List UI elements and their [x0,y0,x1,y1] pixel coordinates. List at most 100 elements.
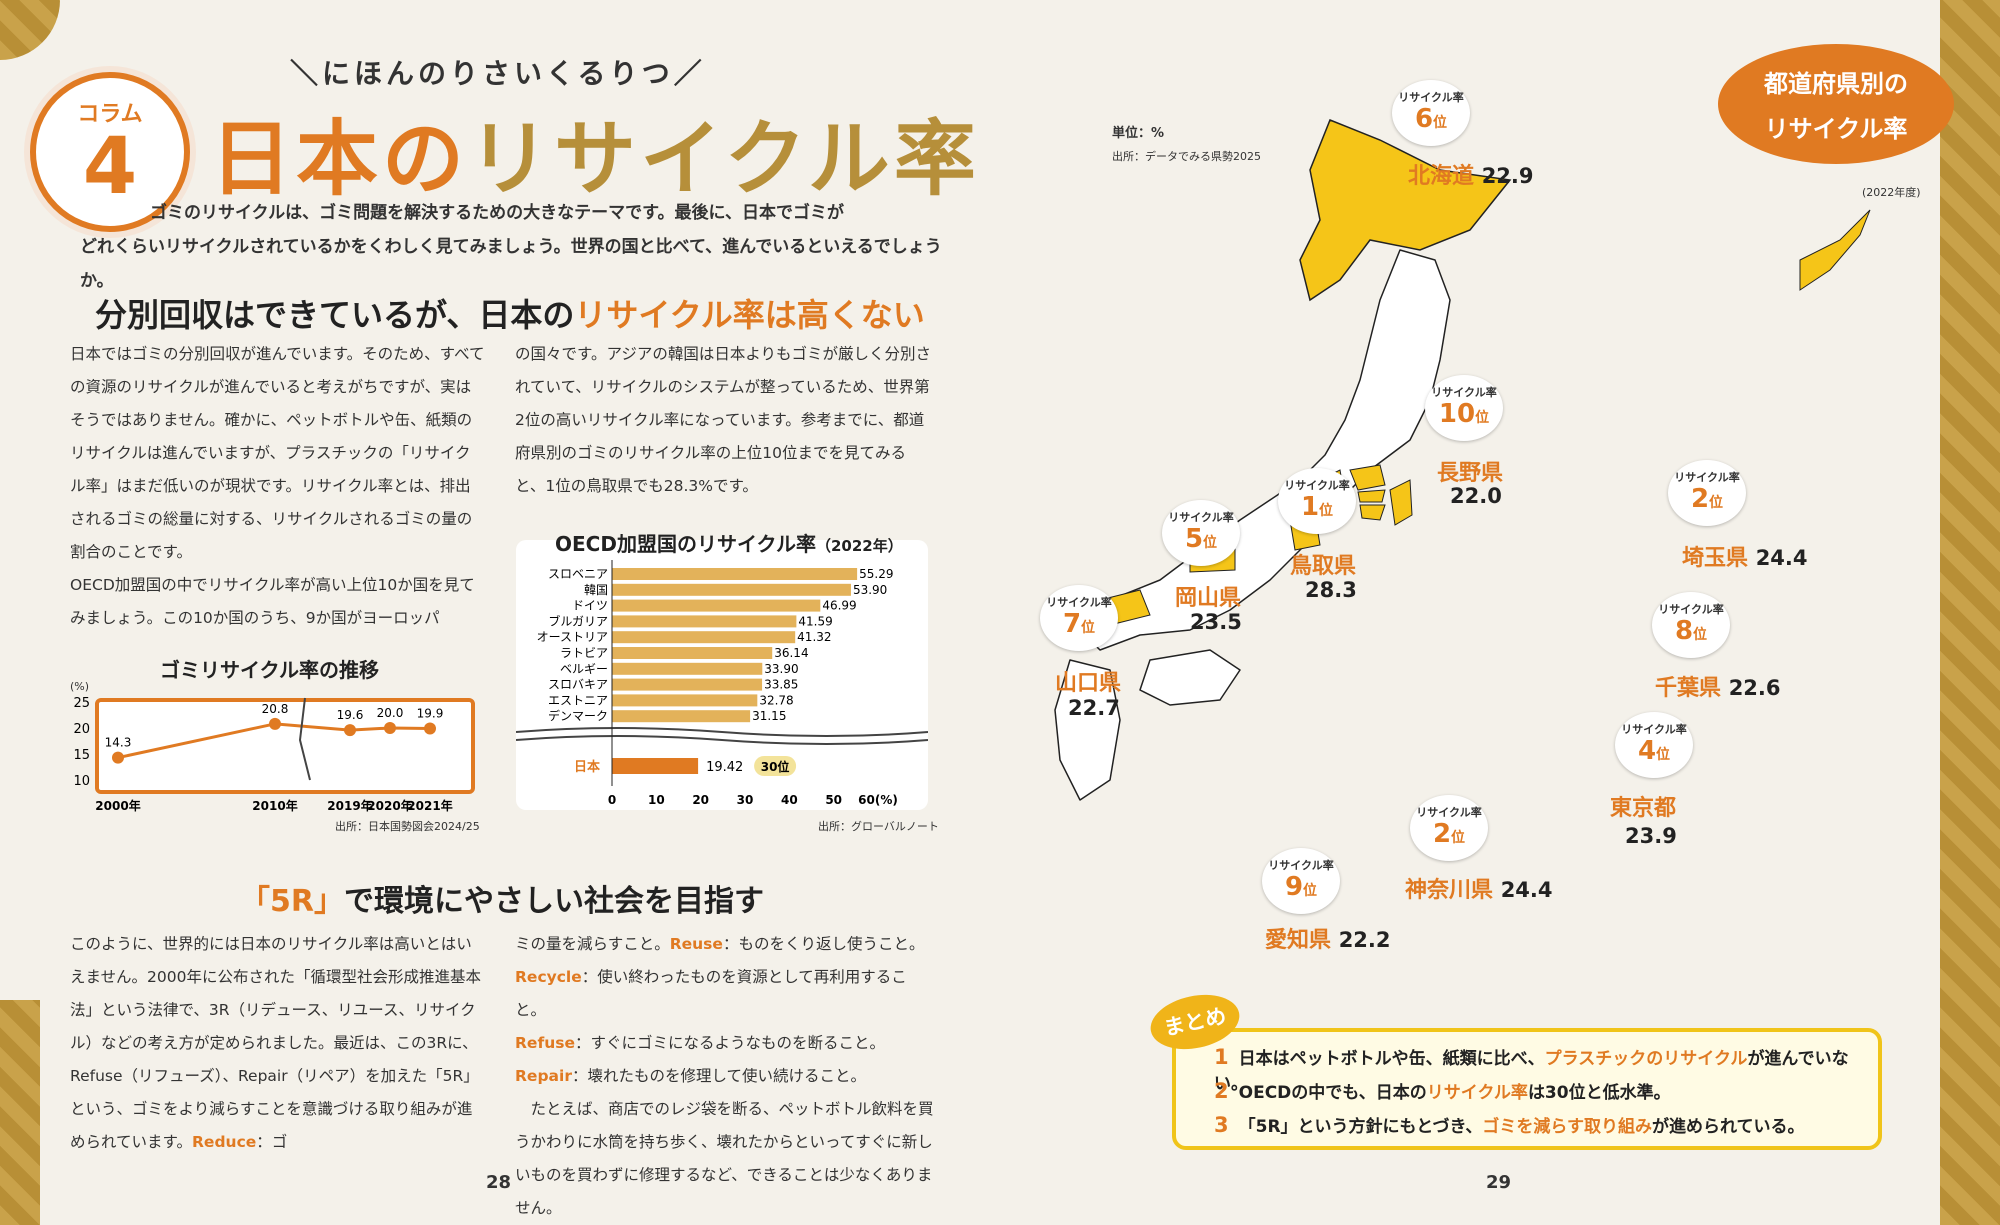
page-number: 29 [1486,1172,1512,1193]
bar-category-label: ベルギー [560,662,608,676]
pref-value-yamaguchi: 22.7 [1068,696,1120,720]
line-point [269,717,281,730]
rank-callout-nagano: リサイクル率 10位 [1425,375,1503,441]
intro-line: どれくらいリサイクルされているかをくわしく見てみましょう。世界の国と比べて、進ん… [80,237,942,291]
title-kicker: ＼にほんのりさいくるりつ／ [290,57,706,90]
axis-break [516,727,928,737]
rank-callout-saitama: リサイクル率 2位 [1668,460,1746,526]
rank-callout-okayama: リサイクル率 5位 [1162,500,1240,566]
bar-category-label: エストニア [548,693,608,707]
summary-text: が進められている。 [1652,1117,1805,1137]
rank-label: リサイクル率 [1046,596,1112,609]
rank-label: リサイクル率 [1674,471,1740,484]
bar-value-label: 32.78 [759,693,793,707]
section2-heading-rest: で環境にやさしい社会を目指す [343,884,764,919]
rank-suffix: 位 [1451,830,1466,846]
summary-row: 2 OECDの中でも、日本のリサイクル率は30位と低水準。 [1214,1078,1671,1103]
term-recycle: Recycle [515,968,582,986]
line-value-label: 20.0 [377,706,404,720]
left-page: コラム 4 ＼にほんのりさいくるりつ／ 日本のリサイクル率 ゴミのリサイクルは、… [0,0,980,1225]
line-y-tick: 20 [73,722,90,737]
bar-value-label: 41.32 [797,630,831,644]
rank-callout-chiba: リサイクル率 8位 [1652,592,1730,658]
rank-number: 5 [1184,524,1204,554]
rank-suffix: 位 [1433,115,1448,131]
term-refuse: Refuse [515,1034,575,1052]
pref-label-tottori: 鳥取県 [1290,554,1357,579]
bar [612,662,763,675]
pref-label-nagano: 長野県 [1437,461,1504,486]
line-x-label: 2020年 [367,798,412,813]
bar-value-label: 33.85 [764,678,798,692]
rank-number: 4 [1637,736,1657,766]
line-chart-unit: (%) [70,680,90,693]
term-repair: Repair [515,1067,572,1085]
bar-category-label: スロベニア [548,567,608,581]
rank-label: リサイクル率 [1416,806,1482,819]
summary-text: 日本はペットボトルや缶、紙類に比べ、 [1238,1049,1545,1069]
line-y-tick: 15 [73,748,90,763]
corner-pattern [0,1000,40,1225]
section2-heading-q: 「5R」 [240,884,344,919]
pref-value-tokyo: 23.9 [1625,824,1677,848]
pref-label-hokkaido: 北海道 22.9 [1408,158,1534,190]
bar-value-label: 31.15 [752,709,786,723]
bar [612,710,751,723]
summary-highlight: リサイクル率 [1426,1083,1528,1103]
pref-label-aichi: 愛知県 22.2 [1265,922,1391,954]
term-reduce: Reduce [192,1133,257,1151]
rank-label: リサイクル率 [1621,723,1687,736]
summary-text: OECDの中でも、日本の [1238,1083,1427,1103]
bar-category-label: 韓国 [584,583,608,597]
honshu-shape [1079,249,1451,651]
paragraph: Refuse：すぐにゴミになるようなものを断ること。 [515,1027,935,1060]
hokkaido-shape [1299,119,1512,302]
pref-name: 愛知県 [1265,928,1332,953]
rank-number: 2 [1432,819,1452,849]
summary-highlight: ゴミを減らす取り組み [1482,1117,1653,1137]
summary-num: 2 [1214,1079,1229,1103]
line-value-label: 19.9 [417,707,444,721]
line-point [424,722,436,735]
pref-value-tottori: 28.3 [1305,578,1357,602]
line-chart-source: 出所：日本国勢図会2024/25 [335,820,480,833]
summary-text: が進んでいない。 [1214,1049,1849,1094]
pref-value: 22.6 [1728,676,1781,700]
line-point [344,724,356,737]
pref-value: 22.2 [1338,928,1391,952]
rank-callout-tottori: リサイクル率 1位 [1278,468,1356,534]
line-x-label: 2019年 [327,798,372,813]
pref-value: 22.9 [1481,164,1534,188]
paragraph-end: ：ゴ [256,1133,288,1151]
intro-text: ゴミのリサイクルは、ゴミ問題を解決するための大きなテーマです。最後に、日本でゴミ… [80,196,950,298]
rank-label: リサイクル率 [1398,91,1464,104]
axis-break [298,697,311,781]
pref-value-nagano: 22.0 [1450,484,1502,508]
bar-x-tick: 50 [825,793,842,807]
rank-label: リサイクル率 [1431,386,1497,399]
paragraph: OECD加盟国の中でリサイクル率が高い上位10か国を見てみましょう。この10か国… [70,576,475,627]
pref-name: 北海道 [1408,164,1475,189]
japan-rank-badge [754,756,797,776]
paragraph: Recycle：使い終わったものを資源として再利用すること。 [515,961,935,1027]
corner-pattern [0,0,60,60]
corner-pattern [1940,0,2000,1225]
section2-heading: 「5R」で環境にやさしい社会を目指す [240,876,764,920]
summary-num: 1 [1214,1045,1229,1069]
bar-chart: スロベニア 55.29 韓国 53.90 ドイツ 46.99 ブルガリア 41.59 オーストリ… [516,560,928,807]
japan-rank-label: 30位 [761,759,790,774]
line-chart-frame [95,698,475,794]
bar-x-tick: 0 [608,793,616,807]
page-title: 日本のリサイクル率 [210,92,980,211]
bar [612,694,758,707]
paragraph: たとえば、商店でのレジ袋を断る、ペットボトル飲料を買うかわりに水筒を持ち歩く、壊… [515,1100,934,1217]
summary-text: 「5R」という方針にもとづき、 [1238,1117,1483,1137]
line-x-label: 2010年 [252,798,297,813]
line-y-tick: 25 [73,696,90,711]
bar [612,583,851,596]
pref-label-tokyo: 東京都 [1610,796,1677,821]
pref-label-saitama: 埼玉県 24.4 [1682,540,1808,572]
bar-value-label: 53.90 [853,583,887,597]
kyushu-shape [1054,659,1121,801]
bar-category-label: オーストリア [537,630,608,644]
